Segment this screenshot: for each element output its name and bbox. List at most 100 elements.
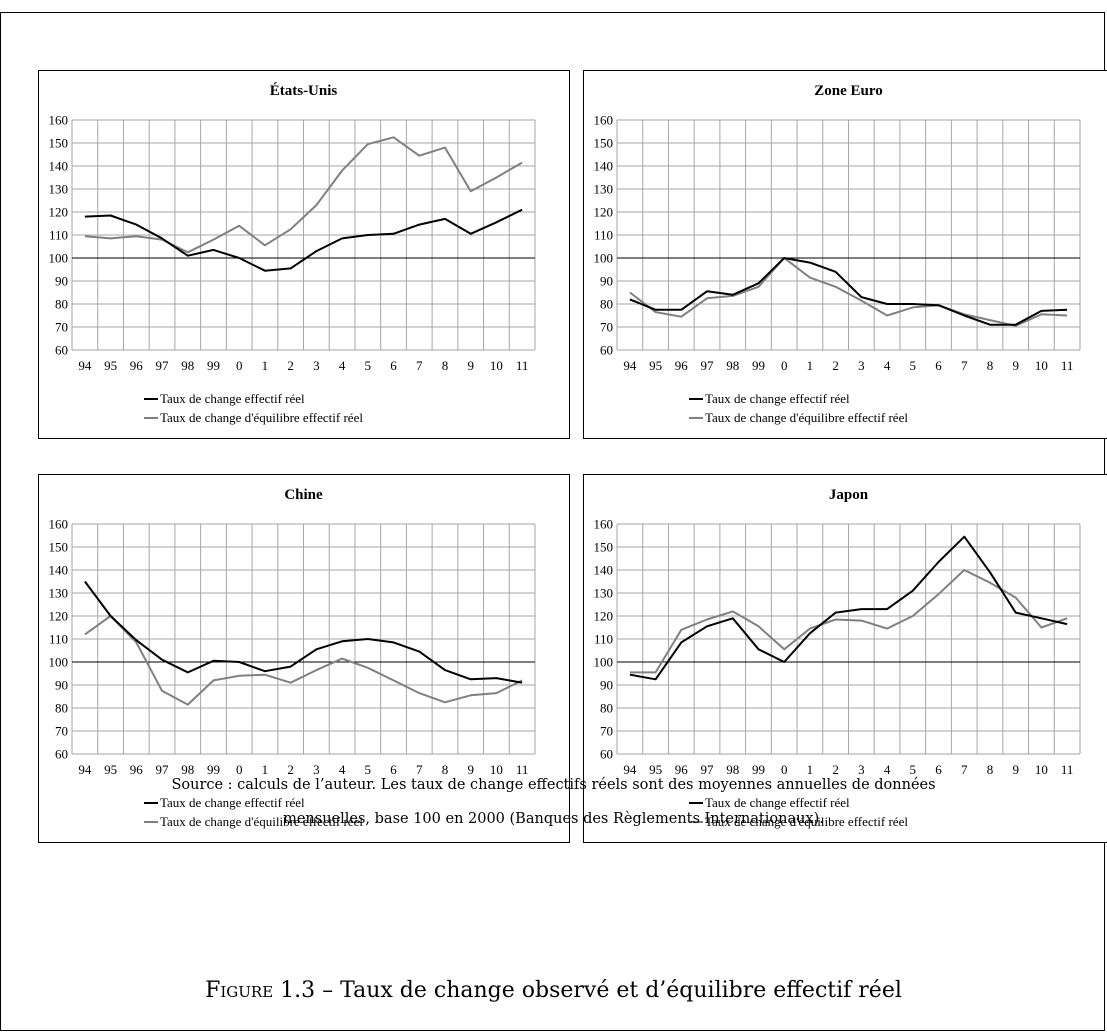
chart-plot: Zone Euro6070809010011012013014015016094… [594,83,1081,373]
x-tick-label: 8 [442,358,449,373]
x-tick-label: 98 [726,762,739,777]
legend-label-observed: Taux de change effectif réel [160,795,305,810]
x-tick-label: 99 [752,762,765,777]
y-tick-label: 140 [49,563,69,578]
y-tick-label: 100 [49,655,69,670]
y-tick-label: 120 [49,609,69,624]
y-tick-label: 100 [594,655,614,670]
y-tick-label: 160 [594,517,614,532]
y-tick-label: 80 [600,701,613,716]
y-tick-label: 90 [55,274,68,289]
chart-legend: Taux de change effectif réel Taux de cha… [689,389,908,427]
x-tick-label: 10 [490,358,503,373]
x-tick-label: 99 [207,762,220,777]
x-tick-label: 2 [287,762,294,777]
chart-legend: Taux de change effectif réel Taux de cha… [144,389,363,427]
chart-panel-zone-euro: Zone Euro 60 70 80 90 100 110 120 130 140 150 160 94… [583,70,1107,439]
x-tick-label: 97 [156,762,170,777]
x-tick-label: 7 [416,762,423,777]
chart-title: Chine [284,487,323,503]
x-tick-label: 99 [752,358,765,373]
legend-swatch-equilibrium [144,820,158,823]
observed-series-line [84,208,523,272]
y-tick-label: 60 [600,747,613,762]
observed-series-line [629,535,1068,681]
y-tick-label: 140 [594,563,614,578]
x-tick-label: 96 [130,358,144,373]
x-tick-label: 1 [262,762,269,777]
legend-item-observed: Taux de change effectif réel [689,389,908,408]
legend-item-observed: Taux de change effectif réel [689,793,908,812]
legend-swatch-observed [689,801,703,804]
legend-label-equilibrium: Taux de change d'équilibre effectif réel [160,410,363,425]
legend-swatch-observed [689,397,703,400]
y-tick-label: 160 [49,517,69,532]
x-tick-label: 95 [104,762,117,777]
chart-panel-chine: Chine 60 70 80 90 100 110 120 130 140 150 160 94 95 96… [38,474,570,843]
equilibrium-series-line [629,569,1068,674]
observed-series-line [84,580,523,684]
x-tick-label: 98 [181,358,194,373]
x-tick-label: 11 [1061,762,1074,777]
x-tick-label: 94 [78,762,92,777]
x-tick-label: 4 [339,762,346,777]
x-tick-label: 5 [910,358,917,373]
x-tick-label: 2 [832,358,839,373]
x-tick-label: 9 [467,358,474,373]
y-tick-label: 140 [49,159,69,174]
chart-legend: Taux de change effectif réel Taux de cha… [144,793,363,831]
x-tick-label: 0 [781,762,788,777]
equilibrium-series-line [84,136,523,254]
y-tick-label: 150 [49,136,69,151]
legend-item-observed: Taux de change effectif réel [144,793,363,812]
x-tick-label: 7 [961,762,968,777]
legend-item-equilibrium: Taux de change d'équilibre effectif réel [144,408,363,427]
x-tick-label: 96 [675,358,689,373]
observed-series-line [629,257,1068,326]
x-tick-label: 3 [313,762,320,777]
x-tick-label: 7 [961,358,968,373]
legend-item-equilibrium: Taux de change d'équilibre effectif réel [689,408,908,427]
y-tick-label: 150 [594,540,614,555]
legend-swatch-equilibrium [689,820,703,823]
y-tick-label: 60 [600,343,613,358]
equilibrium-series-line [629,257,1068,327]
x-tick-label: 96 [130,762,144,777]
legend-swatch-equilibrium [689,416,703,419]
x-tick-label: 8 [987,358,994,373]
x-tick-label: 97 [156,358,170,373]
x-tick-label: 0 [236,358,243,373]
y-tick-label: 70 [55,724,68,739]
legend-swatch-observed [144,397,158,400]
chart-panel-japon: Japon 60 70 80 90 100 110 120 130 140 150 160 94 95 96… [583,474,1107,843]
source-note-line-2: mensuelles, base 100 en 2000 (Banques de… [283,811,824,827]
x-tick-label: 1 [262,358,269,373]
y-tick-label: 60 [55,747,68,762]
x-tick-label: 8 [987,762,994,777]
legend-swatch-equilibrium [144,416,158,419]
x-tick-label: 7 [416,358,423,373]
y-tick-label: 70 [55,320,68,335]
x-tick-label: 6 [935,358,942,373]
y-tick-label: 160 [594,113,614,128]
x-tick-label: 8 [442,762,449,777]
legend-label-observed: Taux de change effectif réel [705,391,850,406]
y-tick-label: 80 [55,701,68,716]
legend-label-equilibrium: Taux de change d'équilibre effectif réel [705,410,908,425]
y-tick-label: 150 [49,540,69,555]
x-tick-label: 97 [701,762,715,777]
x-tick-label: 0 [781,358,788,373]
chart-legend: Taux de change effectif réel Taux de cha… [689,793,908,831]
y-tick-label: 110 [49,228,68,243]
y-tick-label: 90 [55,678,68,693]
x-tick-label: 1 [807,762,814,777]
y-tick-label: 60 [55,343,68,358]
chart-title: États-Unis [270,82,338,99]
y-tick-label: 110 [594,228,613,243]
y-tick-label: 90 [600,274,613,289]
y-tick-label: 130 [594,182,614,197]
y-tick-label: 130 [49,586,69,601]
x-tick-label: 94 [623,358,637,373]
x-tick-label: 99 [207,358,220,373]
